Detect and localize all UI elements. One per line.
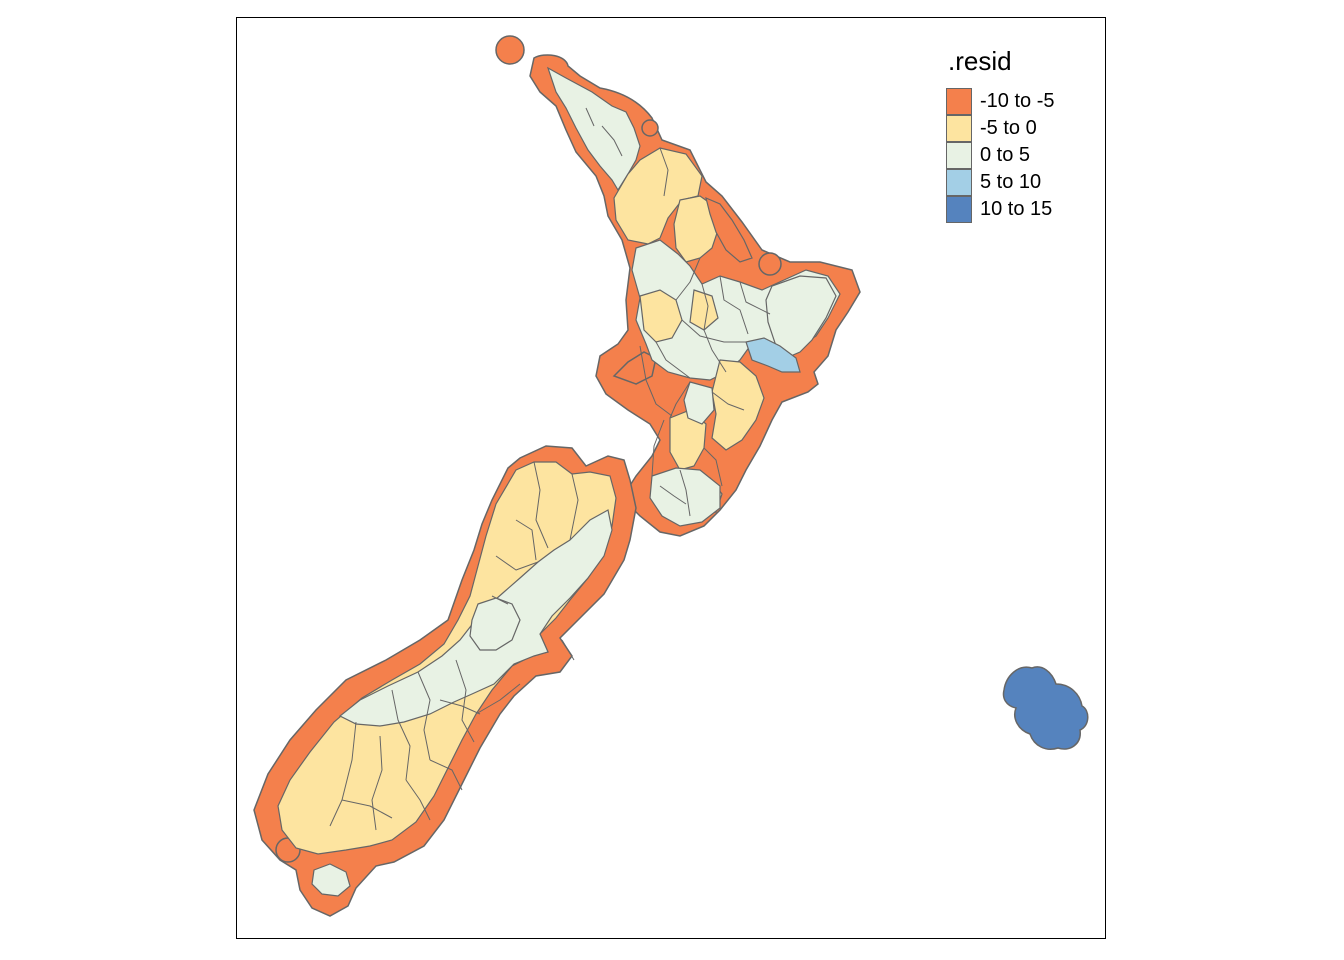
legend-rows: -10 to -5 -5 to 0 0 to 5 5 to 10 10 to 15 xyxy=(946,88,1054,223)
legend-label: 5 to 10 xyxy=(980,171,1042,193)
legend-swatch xyxy=(946,115,972,142)
legend-swatch xyxy=(946,169,972,196)
legend-item: -10 to -5 xyxy=(946,88,1054,115)
legend-label: -5 to 0 xyxy=(980,117,1037,139)
legend-swatch xyxy=(946,88,972,115)
legend-item: 10 to 15 xyxy=(946,196,1054,223)
map-legend: .resid -10 to -5 -5 to 0 0 to 5 5 to 10 10 t… xyxy=(946,46,1054,223)
legend-label: 0 to 5 xyxy=(980,144,1031,166)
legend-item: 0 to 5 xyxy=(946,142,1054,169)
legend-swatch xyxy=(946,142,972,169)
legend-item: -5 to 0 xyxy=(946,115,1054,142)
legend-title: .resid xyxy=(948,46,1012,76)
north-island-region[interactable] xyxy=(546,66,841,527)
legend-label: -10 to -5 xyxy=(980,90,1055,112)
legend-label: 10 to 15 xyxy=(980,198,1053,220)
south-island-region[interactable] xyxy=(277,461,617,897)
legend-item: 5 to 10 xyxy=(946,169,1054,196)
legend-swatch xyxy=(946,196,972,223)
chatham-islands-region[interactable] xyxy=(1002,666,1089,750)
